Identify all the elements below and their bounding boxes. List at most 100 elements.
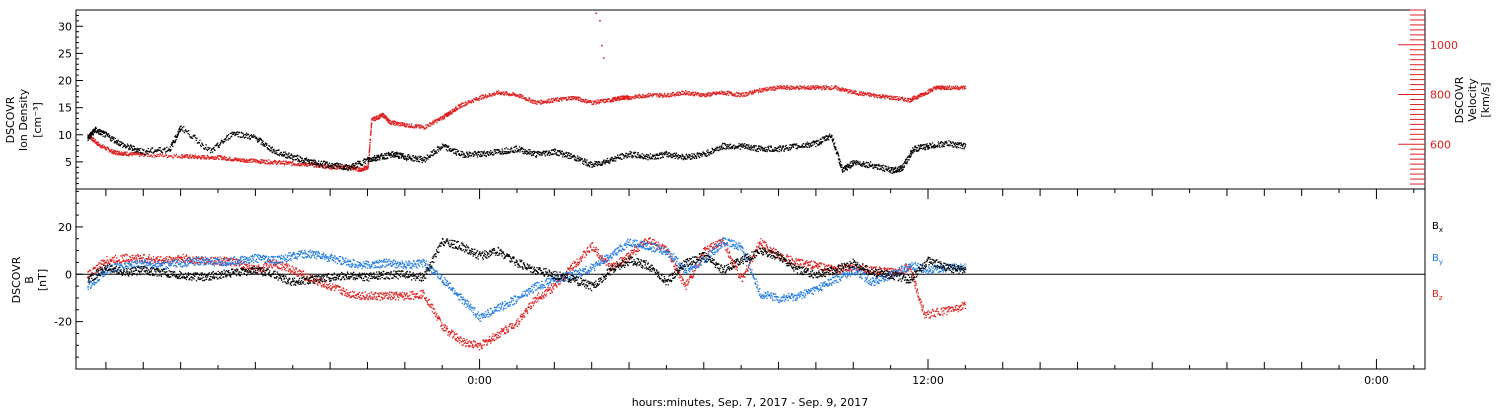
velocity-point xyxy=(614,98,616,100)
density-point xyxy=(178,128,181,130)
density-point xyxy=(808,145,810,147)
density-point xyxy=(191,137,194,140)
density-point xyxy=(569,155,571,157)
velocity-point xyxy=(131,154,133,157)
velocity-point xyxy=(609,101,611,103)
density-point xyxy=(499,152,502,154)
density-point xyxy=(128,148,130,150)
velocity-point xyxy=(291,160,294,163)
density-point xyxy=(292,159,295,161)
density-point xyxy=(330,165,332,168)
velocity-point xyxy=(622,98,624,100)
velocity-point xyxy=(356,170,359,172)
velocity-point xyxy=(434,119,436,121)
density-point xyxy=(572,155,574,158)
density-point xyxy=(685,157,687,160)
density-point xyxy=(861,163,863,165)
density-point xyxy=(744,147,746,150)
velocity-point xyxy=(532,102,534,104)
velocity-point xyxy=(158,153,160,156)
velocity-point xyxy=(683,91,686,94)
velocity-point xyxy=(119,153,121,155)
velocity-point xyxy=(227,159,229,161)
density-point xyxy=(516,151,518,153)
density-point xyxy=(469,151,472,154)
velocity-point xyxy=(690,92,692,94)
density-point xyxy=(696,157,698,159)
velocity-point xyxy=(752,92,755,95)
density-point xyxy=(913,146,916,148)
density-point xyxy=(889,169,891,172)
velocity-point xyxy=(416,125,418,127)
density-point xyxy=(639,155,641,158)
velocity-point xyxy=(420,127,423,129)
density-point xyxy=(785,144,787,147)
density-point xyxy=(548,154,551,156)
velocity-point xyxy=(168,156,171,158)
density-point xyxy=(891,168,893,171)
density-point xyxy=(898,170,900,172)
density-point xyxy=(546,150,548,153)
density-point xyxy=(612,159,614,161)
velocity-point xyxy=(929,89,931,92)
velocity-point xyxy=(924,94,926,96)
density-point xyxy=(356,165,358,168)
velocity-point xyxy=(589,100,591,102)
velocity-point xyxy=(858,94,860,96)
density-point xyxy=(763,147,766,149)
density-point xyxy=(629,150,631,153)
velocity-point xyxy=(935,89,937,91)
density-point xyxy=(529,151,531,153)
velocity-point xyxy=(160,154,162,156)
velocity-point xyxy=(550,101,552,104)
density-point xyxy=(535,156,537,158)
velocity-point xyxy=(91,139,93,141)
velocity-point xyxy=(435,120,437,123)
density-point xyxy=(188,134,191,136)
velocity-point xyxy=(666,95,668,97)
velocity-point xyxy=(483,98,485,100)
density-point xyxy=(688,153,690,156)
velocity-point xyxy=(714,93,716,96)
density-point xyxy=(677,154,680,156)
density-point xyxy=(760,145,762,148)
density-point xyxy=(521,150,523,153)
density-point xyxy=(358,162,361,164)
velocity-point xyxy=(952,87,954,89)
velocity-point xyxy=(576,98,578,100)
density-point xyxy=(900,166,902,168)
density-point xyxy=(116,140,118,142)
density-point xyxy=(653,158,655,160)
density-point xyxy=(859,161,861,163)
density-point xyxy=(506,151,509,154)
density-point xyxy=(466,151,468,153)
density-point xyxy=(363,158,366,161)
density-point xyxy=(311,161,313,163)
density-point xyxy=(383,156,385,158)
density-point xyxy=(766,149,769,151)
velocity-point xyxy=(432,121,435,124)
velocity-point xyxy=(684,93,687,96)
density-point xyxy=(514,146,516,148)
density-point xyxy=(121,141,123,143)
density-point xyxy=(561,153,563,155)
velocity-point xyxy=(509,93,511,95)
velocity-point xyxy=(578,96,581,99)
velocity-point xyxy=(540,99,542,101)
density-point xyxy=(597,163,599,166)
velocity-point xyxy=(709,94,711,97)
density-point xyxy=(308,161,310,163)
density-point xyxy=(465,156,467,158)
velocity-point xyxy=(898,99,901,101)
density-point xyxy=(943,142,945,145)
density-point xyxy=(813,140,815,142)
density-point xyxy=(349,166,351,168)
density-point xyxy=(655,154,658,156)
velocity-point xyxy=(955,85,957,87)
density-point xyxy=(776,150,778,152)
density-point xyxy=(660,153,662,155)
density-point xyxy=(342,167,344,170)
density-point xyxy=(631,156,633,159)
velocity-point xyxy=(438,117,440,119)
velocity-point xyxy=(282,162,284,165)
